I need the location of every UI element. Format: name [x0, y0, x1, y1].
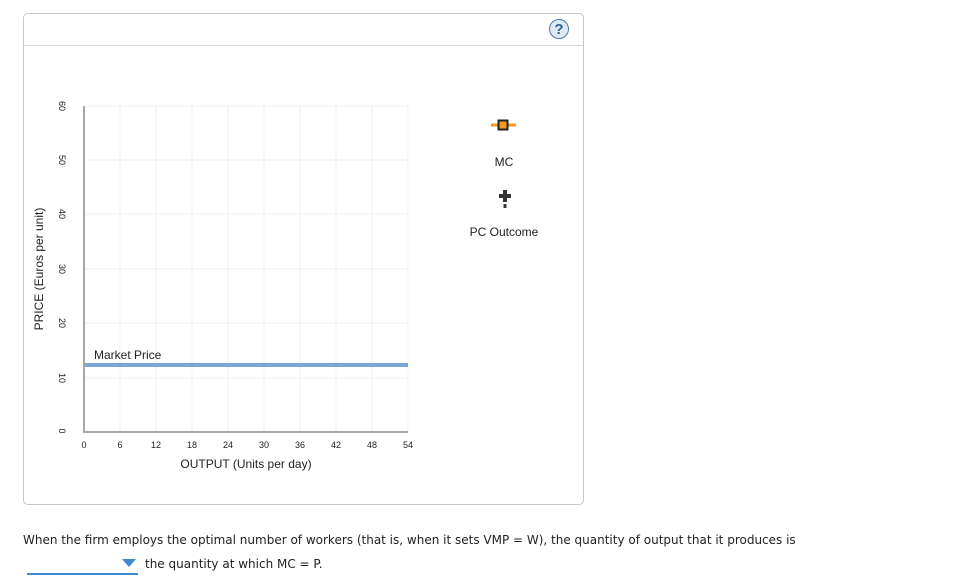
market-price-label: Market Price: [94, 348, 162, 362]
y-tick-labels: 60 50 40 30 20 10 0: [57, 101, 67, 434]
x-tick: 24: [223, 440, 233, 450]
answer-dropdown[interactable]: [27, 556, 138, 575]
y-tick: 60: [57, 101, 67, 111]
x-tick: 0: [81, 440, 86, 450]
y-tick: 0: [57, 428, 67, 433]
help-button[interactable]: ?: [549, 19, 569, 39]
x-tick: 54: [403, 440, 413, 450]
y-tick: 20: [57, 318, 67, 328]
answer-tail-text: the quantity at which MC = P.: [145, 557, 323, 571]
grid-vertical: [119, 106, 409, 432]
x-axis-title: OUTPUT (Units per day): [180, 457, 311, 471]
y-axis-title: PRICE (Euros per unit): [32, 208, 46, 331]
x-tick: 36: [295, 440, 305, 450]
x-tick: 6: [117, 440, 122, 450]
x-tick-labels: 0 6 12 18 24 30 36 42 48 54: [81, 440, 413, 450]
legend-pc-outcome-label: PC Outcome: [470, 225, 539, 239]
y-tick: 50: [57, 155, 67, 165]
legend-mc-label: MC: [495, 155, 514, 169]
y-tick: 30: [57, 264, 67, 274]
legend-mc-tool[interactable]: MC: [491, 119, 516, 170]
grid-horizontal: [85, 105, 408, 379]
mc-marker-icon: [491, 119, 516, 131]
x-tick: 48: [367, 440, 377, 450]
x-tick: 18: [187, 440, 197, 450]
x-tick: 12: [151, 440, 161, 450]
panel-header: ?: [24, 14, 583, 46]
chevron-down-icon: [122, 559, 136, 567]
x-tick: 30: [259, 440, 269, 450]
y-tick: 40: [57, 209, 67, 219]
question-text: When the firm employs the optimal number…: [23, 533, 796, 547]
x-tick: 42: [331, 440, 341, 450]
question-mark-icon: ?: [554, 21, 564, 38]
y-tick: 10: [57, 373, 67, 383]
legend-pc-outcome-tool[interactable]: PC Outcome: [470, 190, 539, 239]
cross-marker-icon: [499, 190, 511, 208]
graph-panel: ?: [23, 13, 584, 505]
